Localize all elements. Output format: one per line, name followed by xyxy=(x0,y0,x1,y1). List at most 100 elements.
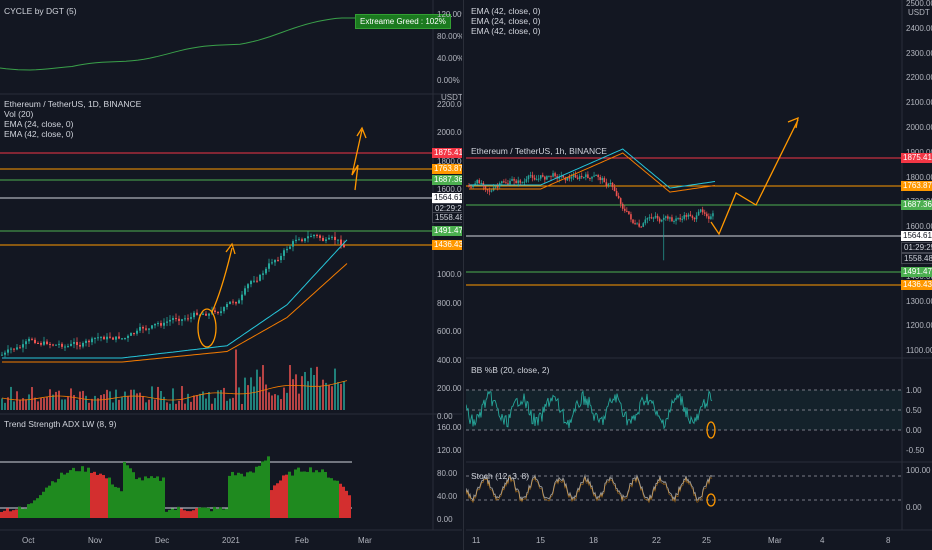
right-projection-arrow xyxy=(710,119,799,236)
right-price-tick: 2300.00 xyxy=(906,48,932,58)
left-price-tick: 200.00 xyxy=(437,384,462,393)
left-volume-bar xyxy=(52,394,54,410)
left-volume-bar xyxy=(1,398,3,410)
left-volume-bar xyxy=(226,400,228,410)
left-level-tag: 1491.47 xyxy=(432,226,462,236)
left-candle-body xyxy=(109,336,111,338)
left-candle-body xyxy=(295,239,297,242)
right-candle-body xyxy=(615,190,618,196)
left-candle-body xyxy=(145,328,147,330)
left-candle-body xyxy=(205,313,207,316)
bb-legend: BB %B (20, close, 2) xyxy=(471,365,549,375)
left-candle-body xyxy=(304,238,306,242)
left-volume-bar xyxy=(130,389,132,410)
adx-bar xyxy=(15,509,18,518)
adx-bar xyxy=(39,495,42,518)
left-candle-body xyxy=(256,280,258,282)
right-price-tick: 2000.00 xyxy=(906,123,932,132)
right-chart-canvas[interactable] xyxy=(466,0,932,550)
left-price-tick: 1000.00 xyxy=(437,270,462,280)
right-chart[interactable]: EMA (42, close, 0) EMA (24, close, 0) EM… xyxy=(466,0,932,550)
adx-bar xyxy=(78,471,81,518)
left-candle-body xyxy=(280,255,282,261)
right-candle-body xyxy=(675,218,677,221)
adx-bar xyxy=(168,509,171,518)
left-circle-annotation xyxy=(197,308,217,348)
adx-bar xyxy=(135,479,138,518)
left-candle-body xyxy=(184,318,186,320)
right-candle-body xyxy=(697,211,700,216)
right-candle-body xyxy=(484,186,487,190)
left-candle-body xyxy=(328,237,330,240)
left-candle-body xyxy=(208,313,210,316)
stoch-legend: Stoch (12, 3, 8) xyxy=(471,471,529,481)
right-candle-body xyxy=(542,175,544,177)
left-candle-body xyxy=(169,319,171,322)
left-volume-bar xyxy=(10,386,12,410)
left-volume-bar xyxy=(127,396,129,410)
right-candle-body xyxy=(554,173,556,177)
right-price-tick: 1100.00 xyxy=(906,346,932,356)
left-candle-body xyxy=(19,347,21,349)
right-candle-body xyxy=(546,176,548,180)
adx-bar xyxy=(249,471,252,518)
left-candle-body xyxy=(157,323,159,325)
cycle-axis-40: 40.00% xyxy=(437,54,462,63)
extreme-greed-badge: Extreame Greed : 102% xyxy=(355,14,451,29)
right-candle-body xyxy=(507,183,509,185)
right-candle-body xyxy=(515,180,517,184)
left-volume-bar xyxy=(16,391,18,410)
left-candle-body xyxy=(238,300,240,304)
left-volume-bar xyxy=(79,391,81,410)
adx-bar xyxy=(255,466,258,518)
left-candle-body xyxy=(127,335,129,338)
left-chart[interactable]: CYCLE by DGT (5) Extreame Greed : 102% 1… xyxy=(0,0,462,550)
left-chart-canvas[interactable] xyxy=(0,0,462,550)
cycle-axis-120: 120.00% xyxy=(437,10,462,19)
right-candle-body xyxy=(673,220,675,222)
adx-bar xyxy=(57,478,60,518)
left-volume-bar xyxy=(184,403,186,410)
left-candle-body xyxy=(175,318,177,320)
adx-bar xyxy=(312,472,315,518)
right-candle-body xyxy=(474,183,476,186)
right-candle-body xyxy=(468,185,470,187)
adx-bar xyxy=(282,475,285,518)
center-divider[interactable] xyxy=(463,0,464,550)
left-volume-bar xyxy=(334,368,336,410)
left-candle-body xyxy=(82,342,84,347)
right-candle-body xyxy=(513,179,515,181)
right-candle-body xyxy=(699,209,702,212)
adx-bar xyxy=(99,473,102,518)
left-volume-bar xyxy=(298,393,300,410)
adx-bar xyxy=(33,500,36,518)
adx-bar xyxy=(342,486,345,518)
right-candle-body xyxy=(572,175,575,178)
left-volume-bar xyxy=(148,399,150,410)
left-volume-bar xyxy=(31,387,33,410)
right-candle-body xyxy=(595,175,597,177)
adx-bar xyxy=(300,471,303,518)
adx-tick: 80.00 xyxy=(437,469,458,478)
left-level-tag: 1875.41 xyxy=(432,148,462,158)
left-candle-body xyxy=(190,317,192,319)
right-symbol-legend: Ethereum / TetherUS, 1h, BINANCE xyxy=(471,146,607,156)
right-candle-body xyxy=(490,190,493,192)
adx-bar xyxy=(18,506,21,518)
bb-circle-annotation xyxy=(706,421,716,439)
left-volume-bar xyxy=(316,366,318,410)
right-candle-body xyxy=(677,217,679,219)
left-candle-body xyxy=(151,325,153,329)
left-candle-body xyxy=(88,340,90,343)
left-volume-bar xyxy=(166,402,168,410)
left-candle-body xyxy=(85,340,87,343)
left-volume-bar xyxy=(271,395,273,410)
right-candle-body xyxy=(689,214,692,217)
right-candle-body xyxy=(660,219,663,222)
left-candle-body xyxy=(232,301,234,303)
right-price-tick: 1800.00 xyxy=(906,172,932,182)
left-candle-body xyxy=(265,268,267,274)
left-volume-bar xyxy=(106,389,108,410)
left-candle-body xyxy=(61,343,63,347)
left-candle-body xyxy=(214,310,216,313)
